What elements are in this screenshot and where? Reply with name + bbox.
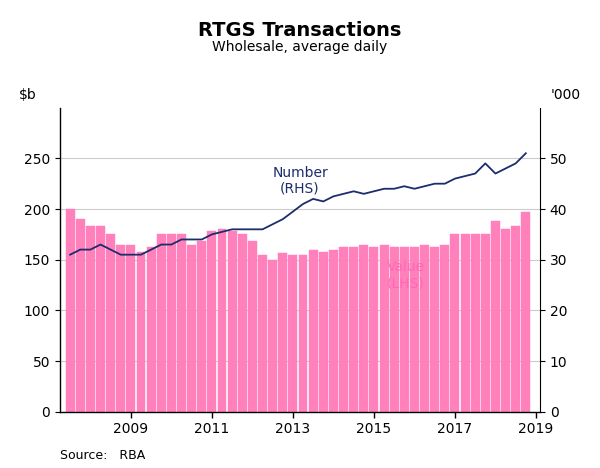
Bar <box>390 247 398 412</box>
Bar <box>208 231 217 412</box>
Text: $b: $b <box>19 88 37 102</box>
Bar <box>127 244 136 412</box>
Bar <box>339 247 348 412</box>
Bar <box>238 234 247 412</box>
Bar <box>410 247 419 412</box>
Bar <box>86 226 95 412</box>
Bar <box>380 244 389 412</box>
Bar <box>349 247 358 412</box>
Bar <box>137 252 145 412</box>
Bar <box>218 229 226 412</box>
Bar <box>116 244 125 412</box>
Bar <box>471 234 479 412</box>
Bar <box>511 226 520 412</box>
Text: Source:   RBA: Source: RBA <box>60 449 145 461</box>
Text: '000: '000 <box>551 88 581 102</box>
Bar <box>481 234 490 412</box>
Text: RTGS Transactions: RTGS Transactions <box>199 21 401 40</box>
Bar <box>167 234 176 412</box>
Bar <box>65 209 74 412</box>
Bar <box>359 244 368 412</box>
Text: Wholesale, average daily: Wholesale, average daily <box>212 40 388 54</box>
Bar <box>227 231 236 412</box>
Bar <box>289 255 298 412</box>
Bar <box>299 255 307 412</box>
Bar <box>197 241 206 412</box>
Bar <box>258 255 267 412</box>
Bar <box>521 212 530 412</box>
Bar <box>430 247 439 412</box>
Bar <box>157 234 166 412</box>
Bar <box>501 229 510 412</box>
Bar <box>400 247 409 412</box>
Bar <box>329 249 338 412</box>
Bar <box>491 221 500 412</box>
Bar <box>268 260 277 412</box>
Bar <box>187 244 196 412</box>
Bar <box>370 247 379 412</box>
Bar <box>248 241 257 412</box>
Bar <box>146 247 155 412</box>
Text: Value
(LHS): Value (LHS) <box>386 260 425 290</box>
Bar <box>278 253 287 412</box>
Bar <box>319 252 328 412</box>
Bar <box>451 234 460 412</box>
Text: Number
(RHS): Number (RHS) <box>272 166 328 196</box>
Bar <box>309 249 317 412</box>
Bar <box>440 244 449 412</box>
Bar <box>420 244 429 412</box>
Bar <box>106 234 115 412</box>
Bar <box>177 234 186 412</box>
Bar <box>96 226 105 412</box>
Bar <box>461 234 470 412</box>
Bar <box>76 219 85 412</box>
